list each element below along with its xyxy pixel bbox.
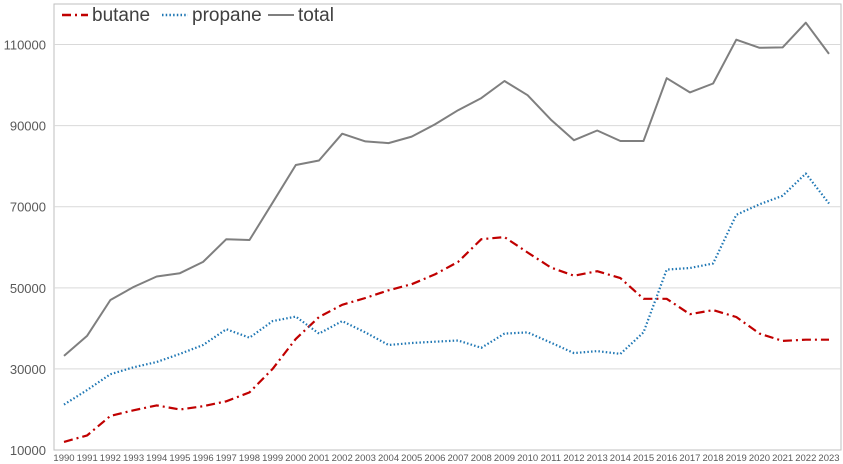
- y-tick-label: 90000: [10, 119, 46, 134]
- x-tick-label: 1993: [123, 453, 144, 464]
- y-tick-label: 50000: [10, 281, 46, 296]
- x-tick-label: 2004: [378, 453, 399, 464]
- y-tick-label: 110000: [4, 38, 46, 53]
- x-tick-label: 2005: [401, 453, 422, 464]
- x-tick-label: 1996: [193, 453, 214, 464]
- gridlines: [54, 44, 841, 370]
- x-axis: 1990 1991 1992 1993 1994 1995 1996 1997 1998 1999…: [53, 453, 839, 464]
- x-tick-label: 1998: [239, 453, 260, 464]
- x-tick-label: 1994: [146, 453, 167, 464]
- x-tick-label: 2011: [541, 453, 561, 464]
- y-axis: 10000 30000 50000 70000 90000 110000: [4, 38, 46, 458]
- x-tick-label: 2009: [494, 453, 515, 464]
- x-tick-label: 1997: [216, 453, 237, 464]
- y-tick-label: 70000: [10, 200, 46, 215]
- x-tick-label: 2003: [355, 453, 376, 464]
- series-line-butane: [63, 236, 829, 443]
- legend-label-propane: propane: [192, 5, 262, 26]
- series-line-total: [63, 21, 830, 357]
- x-tick-label: 2014: [610, 453, 631, 464]
- x-tick-label: 2020: [749, 453, 770, 464]
- series-lines: [63, 21, 830, 443]
- x-tick-label: 2012: [563, 453, 584, 464]
- x-tick-label: 2017: [679, 453, 700, 464]
- x-tick-label: 1991: [77, 453, 98, 464]
- series-line-propane: [63, 172, 830, 406]
- x-tick-label: 2015: [633, 453, 654, 464]
- x-tick-label: 2023: [818, 453, 839, 464]
- x-tick-label: 2007: [448, 453, 469, 464]
- x-tick-label: 1999: [262, 453, 283, 464]
- x-tick-label: 2008: [471, 453, 492, 464]
- plot-area: [53, 3, 842, 451]
- x-tick-label: 2002: [332, 453, 353, 464]
- y-tick-label: 30000: [10, 362, 46, 377]
- x-tick-label: 2006: [424, 453, 445, 464]
- x-tick-label: 2018: [703, 453, 724, 464]
- x-tick-label: 2000: [285, 453, 306, 464]
- x-tick-label: 2010: [517, 453, 538, 464]
- x-tick-label: 2016: [656, 453, 677, 464]
- x-tick-label: 1992: [100, 453, 121, 464]
- x-tick-label: 2019: [726, 453, 747, 464]
- x-tick-label: 2021: [772, 453, 793, 464]
- x-tick-label: 1990: [53, 453, 74, 464]
- x-tick-label: 2022: [795, 453, 816, 464]
- legend-label-butane: butane: [92, 5, 150, 26]
- x-tick-label: 1995: [169, 453, 190, 464]
- legend-label-total: total: [298, 5, 334, 26]
- x-tick-label: 2001: [308, 453, 329, 464]
- x-tick-label: 2013: [587, 453, 608, 464]
- legend: butane propane total: [62, 5, 334, 26]
- y-tick-label: 10000: [10, 443, 46, 458]
